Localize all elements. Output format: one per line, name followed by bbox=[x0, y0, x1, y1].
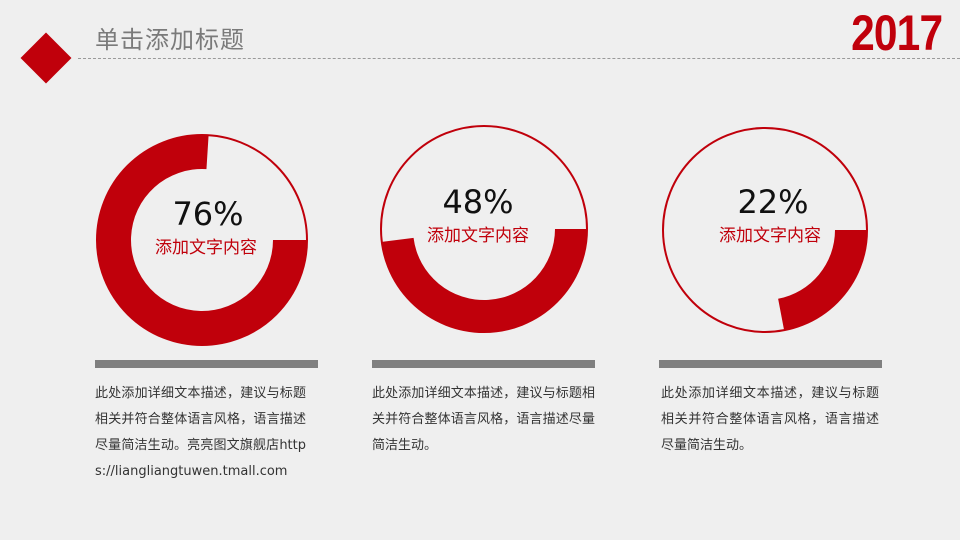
divider-bar-3 bbox=[659, 360, 882, 368]
percent-value-1: 76% bbox=[172, 195, 244, 233]
year-label: 2017 bbox=[850, 5, 943, 61]
diamond-icon bbox=[20, 32, 72, 84]
ring-chart-2-svg bbox=[380, 125, 588, 333]
divider-bar-1 bbox=[95, 360, 318, 368]
ring-chart-1 bbox=[82, 120, 322, 360]
ring-3-arc bbox=[778, 230, 867, 331]
percent-value-3: 22% bbox=[737, 183, 809, 221]
ring-chart-2 bbox=[370, 115, 598, 343]
ring-1-arc bbox=[97, 135, 308, 345]
description-3: 此处添加详细文本描述，建议与标题相关并符合整体语言风格，语言描述尽量简洁生动。 bbox=[661, 386, 879, 453]
ring-chart-3-svg bbox=[662, 127, 868, 333]
caption-2: 添加文字内容 bbox=[427, 226, 529, 246]
percent-value-2: 48% bbox=[442, 183, 514, 221]
page-title: 单击添加标题 bbox=[95, 26, 245, 54]
header-divider bbox=[78, 58, 960, 59]
description-1: 此处添加详细文本描述，建议与标题相关并符合整体语言风格，语言描述尽量简洁生动。亮… bbox=[95, 386, 306, 479]
ring-chart-3 bbox=[652, 117, 878, 343]
caption-3: 添加文字内容 bbox=[719, 226, 821, 246]
ring-chart-1-svg bbox=[96, 134, 308, 346]
ring-2-arc bbox=[381, 229, 587, 333]
caption-1: 添加文字内容 bbox=[155, 238, 257, 258]
description-2: 此处添加详细文本描述，建议与标题相关并符合整体语言风格，语言描述尽量简洁生动。 bbox=[372, 386, 595, 453]
divider-bar-2 bbox=[372, 360, 595, 368]
